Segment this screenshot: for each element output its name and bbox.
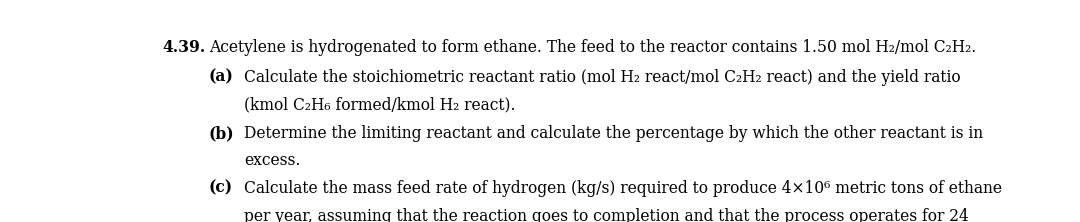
Text: Acetylene is hydrogenated to form ethane. The feed to the reactor contains 1.50 : Acetylene is hydrogenated to form ethane… (208, 39, 976, 56)
Text: Calculate the stoichiometric reactant ratio (mol H₂ react/mol C₂H₂ react) and th: Calculate the stoichiometric reactant ra… (244, 69, 960, 85)
Text: excess.: excess. (244, 152, 300, 169)
Text: (a): (a) (208, 69, 233, 85)
Text: (b): (b) (208, 125, 234, 142)
Text: (c): (c) (208, 180, 233, 197)
Text: Determine the limiting reactant and calculate the percentage by which the other : Determine the limiting reactant and calc… (244, 125, 983, 142)
Text: 4.39.: 4.39. (163, 39, 206, 56)
Text: Calculate the mass feed rate of hydrogen (kg/s) required to produce 4×10⁶ metric: Calculate the mass feed rate of hydrogen… (244, 180, 1002, 197)
Text: per year, assuming that the reaction goes to completion and that the process ope: per year, assuming that the reaction goe… (244, 208, 969, 222)
Text: (kmol C₂H₆ formed/kmol H₂ react).: (kmol C₂H₆ formed/kmol H₂ react). (244, 97, 515, 114)
